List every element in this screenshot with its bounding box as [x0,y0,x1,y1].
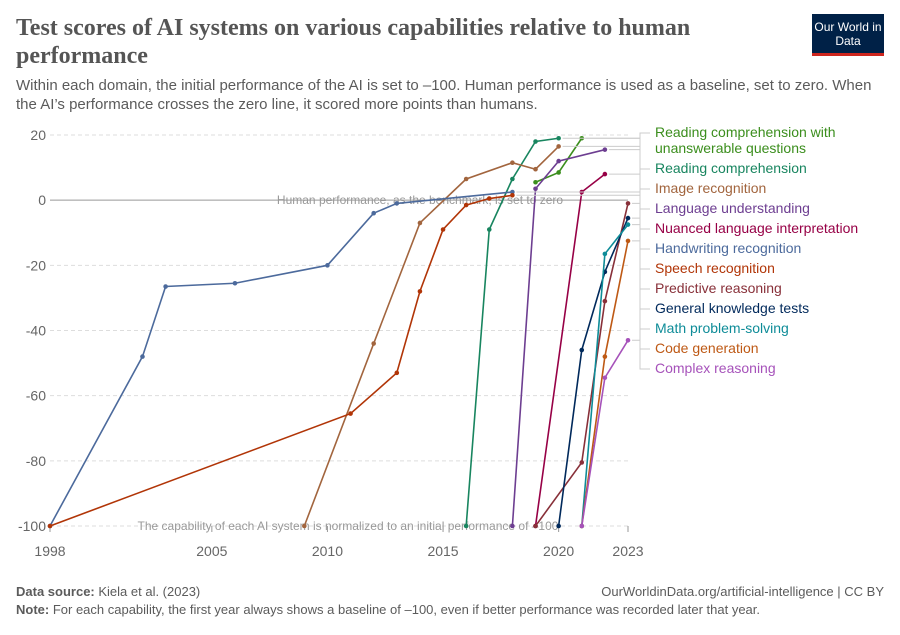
data-point [510,523,515,529]
y-tick-label: 0 [38,192,46,208]
source-url[interactable]: OurWorldinData.org/artificial-intelligen… [601,584,884,599]
data-point [579,523,585,529]
x-tick-label: 1998 [34,543,65,559]
owid-logo[interactable]: Our World in Data [812,14,884,56]
y-tick-label: -100 [18,518,46,534]
series-label: Reading comprehension [655,160,807,176]
label-connector [608,173,650,230]
series-label: Code generation [655,340,759,356]
data-point [47,523,53,529]
data-point [602,147,608,152]
label-connector [632,217,650,310]
annotation-human: Human performance, as the benchmark, is … [277,193,563,207]
data-point [579,347,585,353]
data-point [394,201,400,206]
label-connector [632,339,650,370]
data-point [556,144,561,149]
series-label: Image recognition [655,180,766,196]
data-point [394,370,400,376]
y-tick-label: -80 [26,453,46,469]
data-point [602,251,608,257]
data-point [625,222,631,227]
series-label: Language understanding [655,200,810,216]
data-point [302,523,307,529]
data-point [533,186,538,192]
data-point [510,160,515,165]
data-point [556,135,561,141]
y-tick-label: -60 [26,388,46,404]
data-point [556,170,561,175]
data-point [371,210,376,216]
data-point [533,166,538,172]
data-point [556,158,561,164]
data-point [510,189,515,195]
data-point [232,280,238,286]
y-tick-label: 20 [30,127,46,143]
label-connector [632,224,650,330]
x-tick-label: 2010 [312,543,343,559]
data-point [348,411,353,416]
series-label: Predictive reasoning [655,280,782,296]
data-point [463,202,469,208]
data-point [625,201,631,206]
data-point [325,263,330,268]
series-line [511,148,606,527]
series-line [580,339,629,527]
data-point [486,227,492,232]
data-point [463,176,469,182]
y-tick-label: -20 [26,257,46,273]
series-label: Math problem-solving [655,320,789,336]
series-label: Handwriting recognition [655,240,801,256]
data-point [556,523,561,529]
chart-note: Note: For each capability, the first yea… [16,602,761,617]
x-tick-label: 2005 [196,543,227,559]
data-point [417,289,423,294]
data-point [533,139,538,144]
series-label: Reading comprehension with unanswerable q… [655,124,836,156]
data-point [533,179,538,185]
y-tick-label: -40 [26,323,46,339]
data-point [625,215,631,221]
series-label: Speech recognition [655,260,775,276]
data-point [602,298,608,304]
data-point [417,220,423,226]
data-source: Data source: Kiela et al. (2023) [16,584,201,599]
chart-subtitle: Within each domain, the initial performa… [16,77,872,113]
x-tick-label: 2020 [543,543,574,559]
label-connector [562,137,650,170]
series-label: Complex reasoning [655,360,776,376]
data-point [371,341,376,346]
series-line [534,173,606,527]
series-label: General knowledge tests [655,300,809,316]
data-point [510,192,515,198]
series-line [49,191,513,527]
data-point [533,523,538,529]
data-point [579,460,585,465]
data-point [602,354,608,359]
label-connector [562,145,650,190]
series-line [557,217,629,527]
x-tick-label: 2015 [427,543,458,559]
data-point [602,375,608,381]
x-tick-label: 2023 [612,543,643,559]
data-point [625,238,631,244]
label-connector [632,240,650,350]
label-connector [632,202,650,290]
data-point [486,196,492,201]
data-point [440,227,446,232]
data-point [602,171,608,177]
data-point [463,523,469,529]
data-point [163,284,168,289]
series-line [49,194,513,527]
annotation-baseline: The capability of each AI system is norm… [138,519,559,533]
data-point [625,337,631,343]
data-point [510,176,515,182]
series-label: Nuanced language interpretation [655,220,858,236]
data-point [140,354,145,359]
label-connector [585,132,650,139]
chart-title: Test scores of AI systems on various cap… [16,15,691,69]
